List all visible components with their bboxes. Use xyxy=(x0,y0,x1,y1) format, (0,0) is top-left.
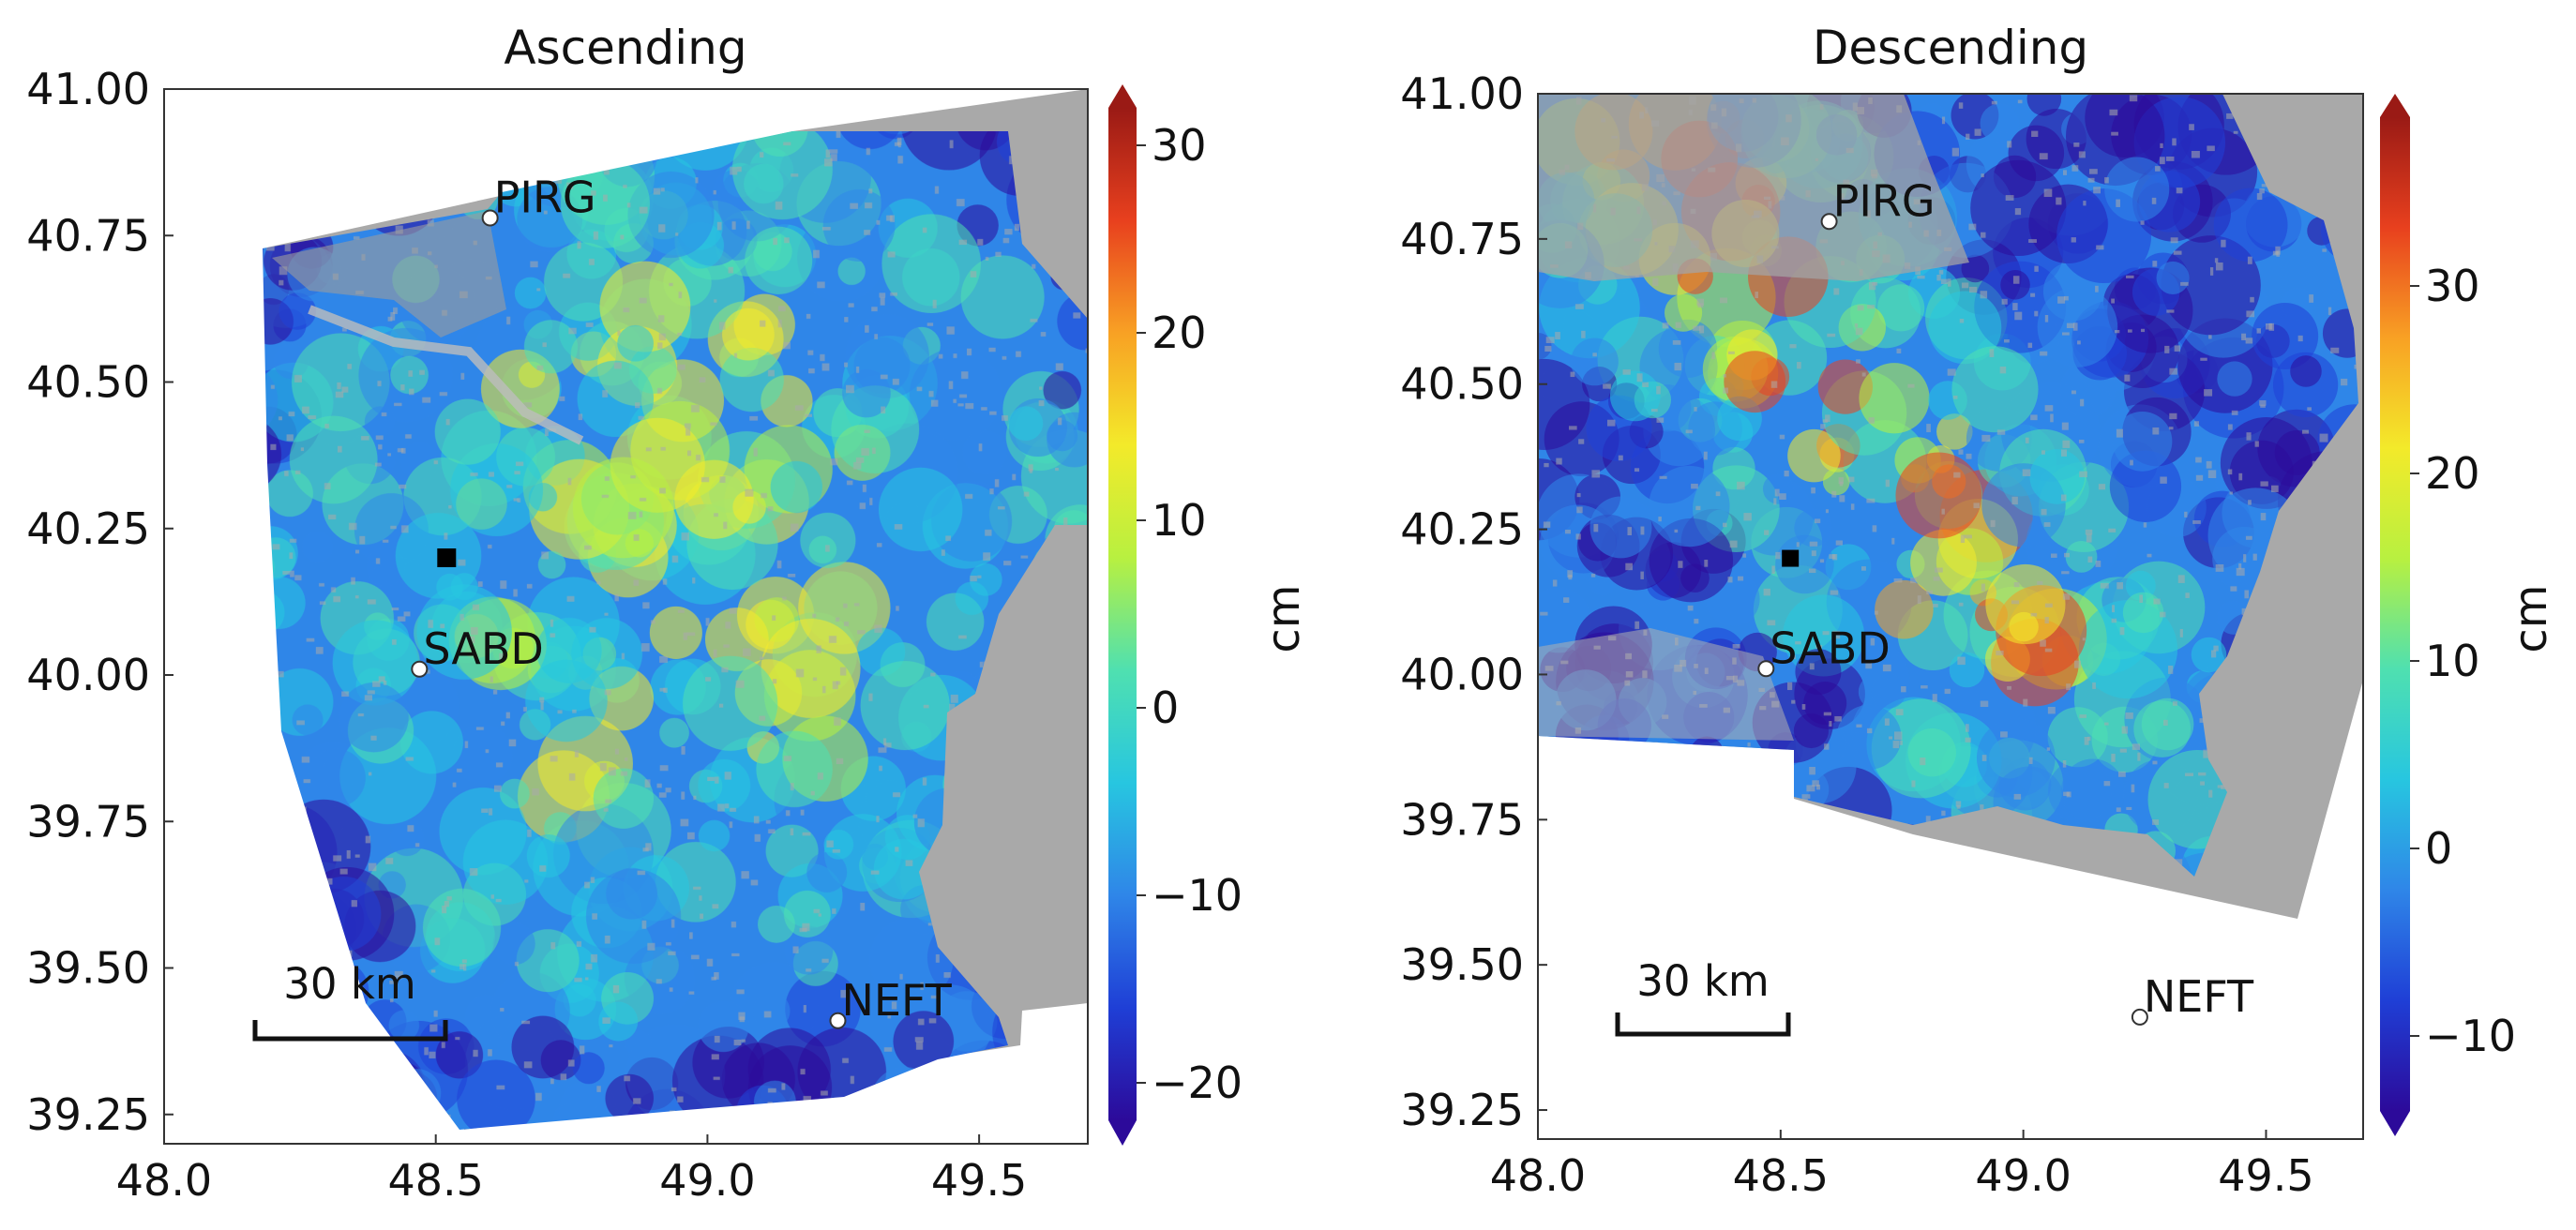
colorbar-gradient xyxy=(1108,108,1137,1120)
panel-descending: Descending 48.0 48.5 49.0 49.5 39.2539.5039… xyxy=(1400,21,2557,1201)
x-tick-label: 48.5 xyxy=(1733,1150,1829,1201)
x-tick-label: 49.5 xyxy=(2218,1150,2313,1201)
y-tick-label: 39.75 xyxy=(1400,794,1524,845)
x-tick-label: 49.5 xyxy=(931,1155,1027,1206)
colorbar-tick-label: 0 xyxy=(2425,823,2452,874)
station-markers: PIRG SABD NEFT xyxy=(411,172,953,1029)
y-tick-label: 39.50 xyxy=(26,943,150,994)
x-tick-label: 49.0 xyxy=(1975,1150,2071,1201)
y-tick-label: 40.25 xyxy=(1400,504,1524,555)
panel-title: Ascending xyxy=(504,21,746,75)
station-label: SABD xyxy=(423,623,543,674)
station-point xyxy=(829,1012,847,1029)
y-tick-label: 40.75 xyxy=(26,210,150,261)
x-axis: 48.0 48.5 49.0 49.5 xyxy=(1490,1130,2314,1201)
colorbar-top-extension xyxy=(1108,84,1137,108)
x-tick-label: 49.0 xyxy=(659,1155,755,1206)
epicenter-marker xyxy=(1782,549,1800,567)
x-tick-label: 48.0 xyxy=(1490,1150,1586,1201)
y-tick-label: 39.50 xyxy=(1400,939,1524,990)
colorbar-bottom-extension xyxy=(1108,1120,1137,1146)
colorbar-tick-label: 30 xyxy=(2425,261,2480,311)
colorbar-label: cm xyxy=(2505,584,2557,652)
colorbar: −20 −10 0 10 20 30 cm xyxy=(1108,84,1310,1146)
x-axis: 48.0 48.5 49.0 49.5 xyxy=(116,1134,1027,1206)
colorbar-tick-label: 10 xyxy=(2425,636,2480,686)
scale-bar-label: 30 km xyxy=(1636,956,1769,1006)
panel-title: Descending xyxy=(1813,21,2088,75)
y-tick-label: 39.25 xyxy=(1400,1085,1524,1135)
deformation-map xyxy=(263,131,1088,1130)
plot-frame xyxy=(163,88,1089,1145)
panel-ascending: Ascending 48.0 48.5 49.0 49.5 39.2539.5039.… xyxy=(26,21,1310,1206)
colorbar-tick-label: 20 xyxy=(2425,448,2480,499)
colorbar-tick-label: 0 xyxy=(1152,682,1179,733)
y-tick-label: 40.00 xyxy=(1400,649,1524,699)
scale-bar: 30 km xyxy=(252,959,448,1042)
colorbar-gradient xyxy=(2380,117,2410,1111)
fault-ridge xyxy=(308,305,584,445)
colorbar-top-extension xyxy=(2380,94,2410,117)
station-point xyxy=(411,660,429,678)
mountain-ridge xyxy=(272,211,506,338)
epicenter-marker xyxy=(437,548,457,567)
y-tick-label: 40.00 xyxy=(26,650,150,700)
y-tick-label: 40.75 xyxy=(1400,214,1524,264)
colorbar-ticks: −20 −10 0 10 20 30 xyxy=(1137,120,1243,1108)
colorbar-tick-label: −10 xyxy=(2425,1011,2516,1061)
scale-bar: 30 km xyxy=(1615,956,1791,1037)
station-point xyxy=(1757,660,1775,678)
colorbar-tick-label: 30 xyxy=(1152,120,1207,171)
station-label: NEFT xyxy=(2144,971,2254,1022)
colorbar: −10 0 10 20 30 cm xyxy=(2380,94,2557,1136)
y-tick-label: 40.50 xyxy=(26,357,150,408)
station-point xyxy=(1820,213,1838,231)
x-tick-label: 48.0 xyxy=(116,1155,212,1206)
colorbar-tick-label: 20 xyxy=(1152,308,1207,358)
station-label: PIRG xyxy=(1833,175,1936,226)
scale-bar-label: 30 km xyxy=(283,959,415,1009)
plot-frame xyxy=(1537,93,2364,1140)
station-label: PIRG xyxy=(494,172,596,223)
x-tick-label: 48.5 xyxy=(387,1155,483,1206)
mountain-area xyxy=(1538,628,1794,741)
colorbar-label: cm xyxy=(1258,584,1310,652)
y-tick-label: 40.25 xyxy=(26,503,150,554)
y-tick-label: 40.50 xyxy=(1400,359,1524,410)
mountain-area xyxy=(1538,94,1969,281)
colorbar-tick-label: −20 xyxy=(1152,1058,1243,1108)
y-tick-label: 39.75 xyxy=(26,796,150,847)
y-axis: 39.25 39.50 39.75 40.00 40.25 40.50 40.75 41.00 xyxy=(1400,68,1547,1135)
station-label: SABD xyxy=(1770,622,1891,673)
y-tick-label: 39.25 xyxy=(26,1089,150,1140)
y-axis: 39.25 39.50 39.75 40.00 40.25 40.50 40.75 41.00 xyxy=(26,64,173,1140)
station-point xyxy=(2131,1008,2148,1026)
colorbar-ticks: −10 0 10 20 30 xyxy=(2410,261,2516,1061)
y-tick-label: 41.00 xyxy=(1400,68,1524,119)
colorbar-bottom-extension xyxy=(2380,1111,2410,1136)
colorbar-tick-label: 10 xyxy=(1152,495,1207,546)
station-point xyxy=(481,209,499,227)
station-label: NEFT xyxy=(841,975,952,1026)
colorbar-tick-label: −10 xyxy=(1152,870,1243,921)
station-markers: PIRG SABD NEFT xyxy=(1757,175,2254,1026)
y-tick-label: 41.00 xyxy=(26,64,150,114)
